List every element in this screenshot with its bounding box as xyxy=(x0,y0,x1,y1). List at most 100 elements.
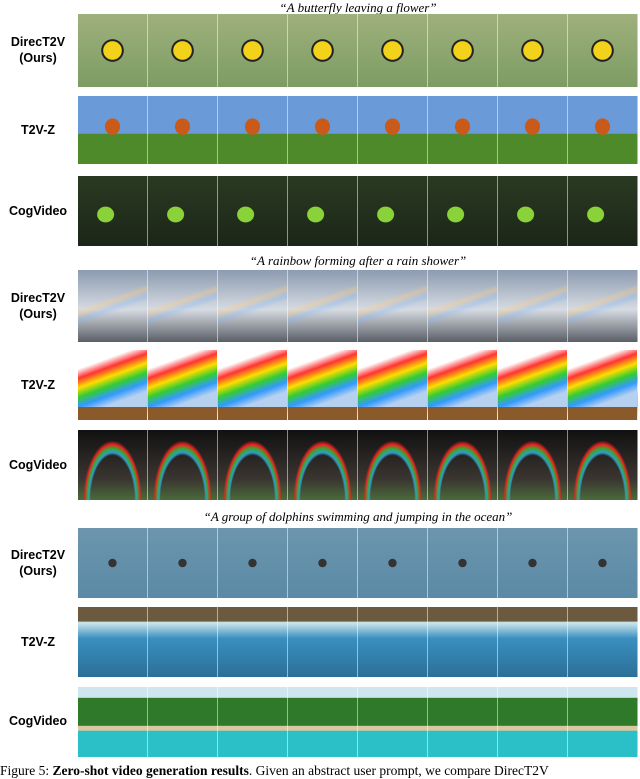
video-frames-cogvideo-dolphins xyxy=(78,687,638,757)
video-frame xyxy=(288,96,358,164)
video-frame xyxy=(218,430,288,500)
video-frame xyxy=(148,687,218,757)
label-t2vz: T2V-Z xyxy=(20,378,56,392)
video-frame xyxy=(358,176,428,246)
label-t2vz: T2V-Z xyxy=(20,123,56,137)
video-frame xyxy=(568,528,638,598)
video-frame xyxy=(498,528,568,598)
video-frame xyxy=(498,430,568,500)
video-frame xyxy=(358,270,428,342)
video-frame xyxy=(498,607,568,677)
video-frame xyxy=(148,96,218,164)
video-frame xyxy=(288,687,358,757)
video-frames-cogvideo-rainbow xyxy=(78,430,638,500)
video-frame xyxy=(428,176,498,246)
video-frame xyxy=(78,350,148,420)
prompt-dolphins: “A group of dolphins swimming and jumpin… xyxy=(203,509,513,524)
video-frame xyxy=(568,430,638,500)
video-frames-t2vz-butterfly xyxy=(78,96,638,164)
video-frames-direct2v-butterfly xyxy=(78,14,638,87)
video-frame xyxy=(428,430,498,500)
video-frame xyxy=(218,528,288,598)
label-direct2v: DirecT2V (Ours) xyxy=(0,547,76,579)
video-frame xyxy=(428,687,498,757)
video-frame xyxy=(148,176,218,246)
label-t2vz: T2V-Z xyxy=(20,635,56,649)
method-note: (Ours) xyxy=(19,564,57,578)
video-frame xyxy=(78,14,148,87)
video-frame xyxy=(498,14,568,87)
label-direct2v: DirecT2V (Ours) xyxy=(0,34,76,66)
video-frame xyxy=(428,350,498,420)
video-frame xyxy=(498,176,568,246)
video-frame xyxy=(78,687,148,757)
caption-text: . Given an abstract user prompt, we comp… xyxy=(248,763,549,778)
video-frame xyxy=(148,270,218,342)
video-frame xyxy=(568,14,638,87)
video-frame xyxy=(498,96,568,164)
method-name: DirecT2V xyxy=(10,35,66,49)
video-frames-t2vz-rainbow xyxy=(78,350,638,420)
video-frame xyxy=(78,96,148,164)
video-frame xyxy=(428,528,498,598)
video-frame xyxy=(148,430,218,500)
video-frame xyxy=(428,96,498,164)
method-name: DirecT2V xyxy=(10,291,66,305)
video-frame xyxy=(358,528,428,598)
video-frame xyxy=(218,350,288,420)
caption-title: Zero-shot video generation results xyxy=(52,763,249,778)
video-frame xyxy=(148,607,218,677)
video-frame xyxy=(358,607,428,677)
video-frame xyxy=(218,270,288,342)
video-frame xyxy=(358,430,428,500)
video-frame xyxy=(568,96,638,164)
video-frame xyxy=(358,687,428,757)
video-frames-direct2v-dolphins xyxy=(78,528,638,598)
method-note: (Ours) xyxy=(19,51,57,65)
label-cogvideo: CogVideo xyxy=(8,458,68,472)
video-frames-t2vz-dolphins xyxy=(78,607,638,677)
video-frame xyxy=(568,350,638,420)
video-frame xyxy=(218,176,288,246)
video-frame xyxy=(218,96,288,164)
video-frame xyxy=(568,176,638,246)
video-frame xyxy=(288,270,358,342)
prompt-rainbow: “A rainbow forming after a rain shower” xyxy=(249,253,467,268)
video-frame xyxy=(218,687,288,757)
video-frames-cogvideo-butterfly xyxy=(78,176,638,246)
video-frame xyxy=(358,14,428,87)
video-frame xyxy=(288,14,358,87)
video-frame xyxy=(288,607,358,677)
video-frame xyxy=(148,528,218,598)
video-frame xyxy=(428,607,498,677)
video-frame xyxy=(428,14,498,87)
video-frame xyxy=(148,14,218,87)
video-frame xyxy=(78,607,148,677)
video-frame xyxy=(358,350,428,420)
video-frame xyxy=(148,350,218,420)
video-frame xyxy=(78,176,148,246)
video-frame xyxy=(498,270,568,342)
video-frame xyxy=(78,270,148,342)
method-name: DirecT2V xyxy=(10,548,66,562)
caption-prefix: Figure 5: xyxy=(0,763,53,778)
video-frame xyxy=(288,350,358,420)
video-frames-direct2v-rainbow xyxy=(78,270,638,342)
video-frame xyxy=(358,96,428,164)
label-cogvideo: CogVideo xyxy=(8,714,68,728)
video-frame xyxy=(288,176,358,246)
video-frame xyxy=(218,607,288,677)
method-note: (Ours) xyxy=(19,307,57,321)
video-frame xyxy=(78,528,148,598)
video-frame xyxy=(288,430,358,500)
video-frame xyxy=(218,14,288,87)
video-frame xyxy=(498,350,568,420)
video-frame xyxy=(428,270,498,342)
label-cogvideo: CogVideo xyxy=(8,204,68,218)
video-frame xyxy=(78,430,148,500)
video-frame xyxy=(568,270,638,342)
video-frame xyxy=(498,687,568,757)
video-frame xyxy=(568,687,638,757)
video-frame xyxy=(288,528,358,598)
figure-caption: Figure 5: Zero-shot video generation res… xyxy=(0,763,640,779)
